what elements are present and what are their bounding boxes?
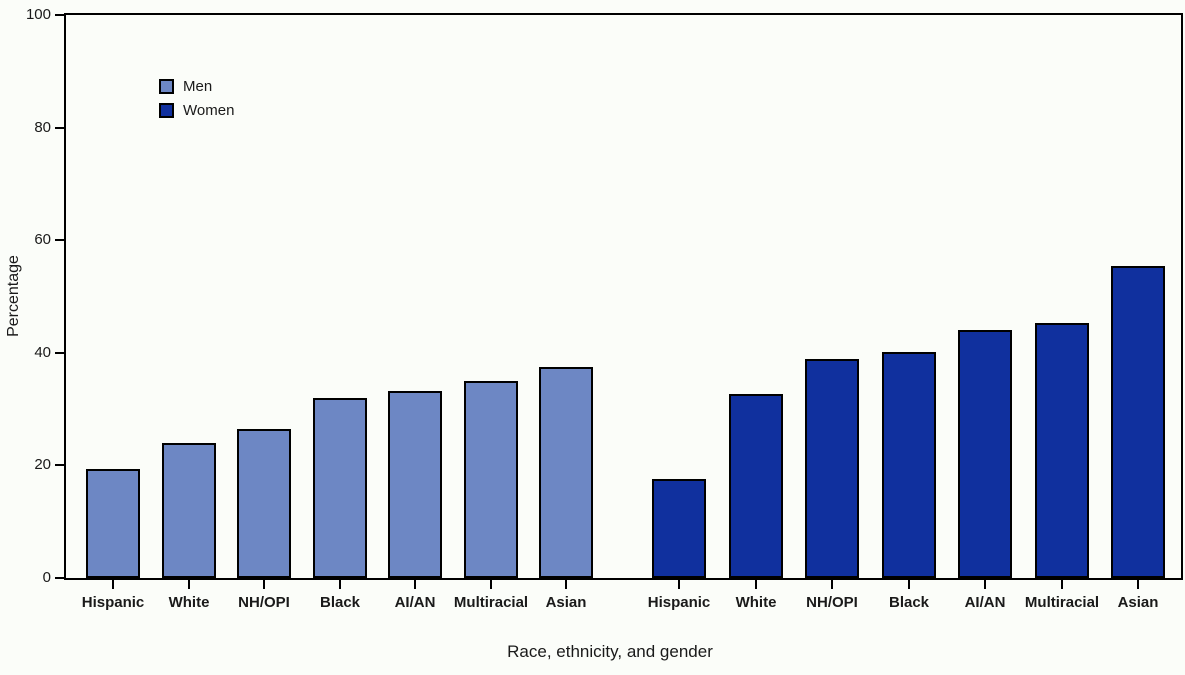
bar-women-ai-an — [958, 330, 1012, 578]
x-tick-label-women-white: White — [735, 594, 777, 611]
x-tick-mark — [1061, 580, 1063, 589]
x-tick-label-men-hispanic: Hispanic — [81, 594, 145, 611]
legend: Men Women — [159, 79, 234, 118]
x-tick-label-men-asian: Asian — [545, 594, 587, 611]
y-tick-mark — [55, 14, 64, 16]
y-tick-label-0: 0 — [42, 569, 51, 587]
x-tick-mark — [490, 580, 492, 589]
men-color-swatch-icon — [159, 79, 174, 94]
bar-men-hispanic — [86, 469, 140, 578]
x-tick-label-women-black: Black — [888, 594, 930, 611]
x-tick-label-men-black: Black — [319, 594, 361, 611]
legend-label-men: Men — [183, 78, 213, 95]
y-tick-label-60: 60 — [34, 231, 51, 249]
x-tick-label-women-ai-an: AI/AN — [964, 594, 1006, 611]
bar-women-black — [882, 352, 936, 578]
women-color-swatch-icon — [159, 103, 174, 118]
legend-label-women: Women — [183, 102, 235, 119]
bar-men-asian — [539, 367, 593, 578]
x-tick-mark — [1137, 580, 1139, 589]
bar-men-multiracial — [464, 381, 518, 578]
legend-item-men: Men — [159, 79, 234, 94]
y-tick-label-100: 100 — [25, 6, 51, 24]
x-axis-title: Race, ethnicity, and gender — [507, 642, 713, 661]
bar-men-black — [313, 398, 367, 578]
plot-area — [64, 13, 1183, 580]
y-tick-mark — [55, 464, 64, 466]
bar-women-asian — [1111, 266, 1165, 578]
x-tick-mark — [755, 580, 757, 589]
x-tick-mark — [908, 580, 910, 589]
x-tick-label-women-nh-opi: NH/OPI — [806, 594, 858, 611]
x-tick-label-men-white: White — [168, 594, 210, 611]
x-tick-mark — [339, 580, 341, 589]
y-tick-mark — [55, 239, 64, 241]
y-tick-label-40: 40 — [34, 344, 51, 362]
x-tick-label-men-ai-an: AI/AN — [394, 594, 436, 611]
x-tick-label-men-multiracial: Multiracial — [453, 594, 529, 611]
x-tick-mark — [414, 580, 416, 589]
bar-men-ai-an — [388, 391, 442, 578]
x-tick-label-women-hispanic: Hispanic — [647, 594, 711, 611]
bar-women-hispanic — [652, 479, 706, 578]
bar-men-nh-opi — [237, 429, 291, 578]
x-tick-mark — [263, 580, 265, 589]
x-tick-label-women-multiracial: Multiracial — [1024, 594, 1100, 611]
x-tick-label-men-nh-opi: NH/OPI — [238, 594, 290, 611]
y-tick-label-80: 80 — [34, 119, 51, 137]
x-tick-mark — [565, 580, 567, 589]
bar-women-nh-opi — [805, 359, 859, 578]
x-tick-label-women-asian: Asian — [1117, 594, 1159, 611]
x-tick-mark — [112, 580, 114, 589]
legend-item-women: Women — [159, 103, 234, 118]
y-tick-mark — [55, 127, 64, 129]
bar-men-white — [162, 443, 216, 578]
x-tick-mark — [831, 580, 833, 589]
y-tick-label-20: 20 — [34, 456, 51, 474]
y-tick-mark — [55, 352, 64, 354]
bar-women-multiracial — [1035, 323, 1089, 578]
bar-women-white — [729, 394, 783, 578]
y-tick-mark — [55, 577, 64, 579]
x-tick-mark — [678, 580, 680, 589]
x-tick-mark — [188, 580, 190, 589]
x-tick-mark — [984, 580, 986, 589]
